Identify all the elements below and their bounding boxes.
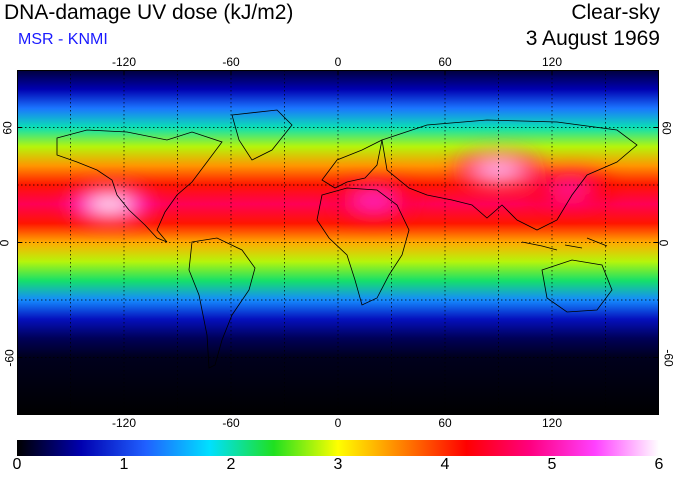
graticule bbox=[17, 70, 659, 415]
lat-label-right: -60 bbox=[661, 348, 676, 367]
lat-label-left: 60 bbox=[0, 120, 15, 135]
lat-label-left: 0 bbox=[0, 239, 11, 246]
colorbar-tick-label: 0 bbox=[12, 456, 22, 473]
lon-label-bottom: -120 bbox=[111, 416, 137, 430]
map-title: DNA-damage UV dose (kJ/m2) bbox=[4, 1, 294, 24]
map-axes bbox=[17, 70, 659, 415]
lon-label-bottom: -60 bbox=[222, 416, 240, 430]
credit-label: MSR - KNMI bbox=[18, 31, 108, 48]
lon-label-bottom: 60 bbox=[438, 416, 452, 430]
asia-outline bbox=[381, 119, 638, 231]
colorbar-tick-label: 3 bbox=[333, 456, 343, 473]
greenland-outline bbox=[231, 109, 293, 161]
colorbar-tick-label: 1 bbox=[119, 456, 129, 473]
uv-hotspot-core bbox=[351, 191, 396, 210]
uv-hotspot-core bbox=[87, 195, 132, 214]
europe-outline bbox=[321, 139, 383, 189]
lon-label-top: -60 bbox=[222, 55, 240, 69]
lat-label-left: -60 bbox=[2, 348, 17, 367]
colorbar-fill bbox=[17, 440, 659, 456]
africa-outline bbox=[316, 187, 410, 306]
colorbar bbox=[17, 440, 659, 456]
colorbar-tick-label: 5 bbox=[547, 456, 557, 473]
lon-label-top: -120 bbox=[111, 55, 137, 69]
north-america-outline bbox=[56, 129, 223, 243]
lon-label-top: 0 bbox=[334, 55, 342, 69]
date-label: 3 August 1969 bbox=[525, 27, 660, 50]
colorbar-tick-label: 6 bbox=[654, 456, 664, 473]
colorbar-tick-label: 2 bbox=[226, 456, 236, 473]
maritime-islands-outline bbox=[521, 237, 608, 251]
lat-label-right: 0 bbox=[656, 239, 671, 246]
lon-label-bottom: 0 bbox=[334, 416, 342, 430]
sky-condition-label: Clear-sky bbox=[571, 1, 660, 24]
uv-dose-map bbox=[17, 70, 659, 415]
colorbar-tick-label: 4 bbox=[440, 456, 450, 473]
uv-hotspots bbox=[67, 152, 612, 222]
uv-hotspot-core bbox=[547, 179, 592, 198]
lon-label-top: 60 bbox=[438, 55, 452, 69]
uv-hotspot-core bbox=[476, 160, 521, 179]
lon-label-top: 120 bbox=[541, 55, 563, 69]
lon-label-bottom: 120 bbox=[541, 416, 563, 430]
south-america-outline bbox=[188, 237, 256, 369]
lat-label-right: 60 bbox=[659, 120, 674, 135]
